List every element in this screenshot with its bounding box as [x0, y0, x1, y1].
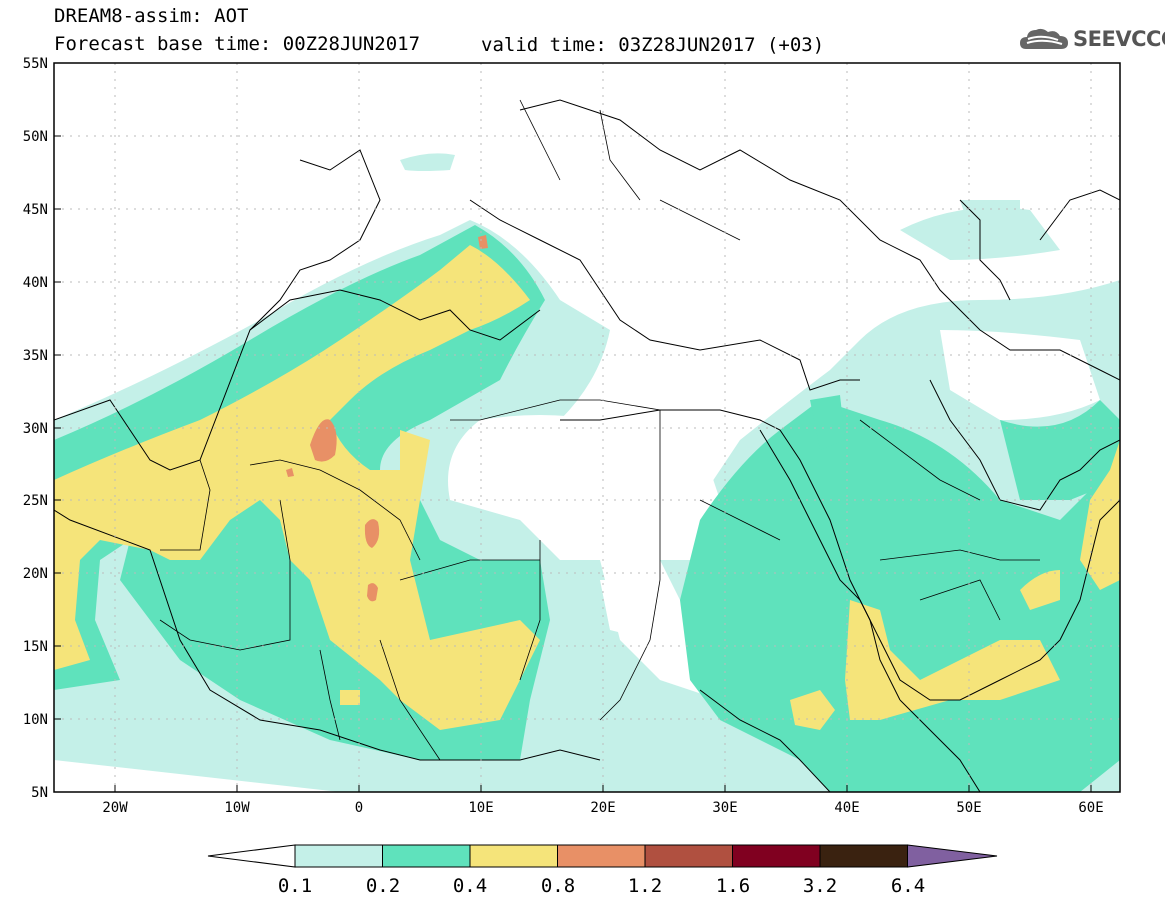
- colorbar-box: [644, 844, 733, 868]
- colorbar-box: [819, 844, 908, 868]
- colorbar-label: 3.2: [803, 875, 837, 897]
- lon-label: 40E: [834, 800, 859, 816]
- lat-label: 40N: [23, 275, 48, 291]
- colorbar-labels: 0.1 0.2 0.4 0.8 1.2 1.6 3.2 6.4: [278, 875, 925, 897]
- chart-title: DREAM8-assim: AOT: [54, 5, 249, 27]
- colorbar-label: 0.8: [541, 875, 575, 897]
- lon-label: 0: [355, 800, 363, 816]
- seevccc-logo: SEEVCCC: [1018, 25, 1165, 53]
- colorbar-box: [557, 844, 646, 868]
- axis-ticks: [54, 62, 1092, 793]
- lon-label: 50E: [956, 800, 981, 816]
- lat-label: 5N: [31, 785, 48, 801]
- colorbar-box: [469, 844, 558, 868]
- colorbar-upper-extension: [907, 844, 998, 868]
- lat-label: 45N: [23, 202, 48, 218]
- lat-label: 15N: [23, 639, 48, 655]
- colorbar-label: 0.1: [278, 875, 312, 897]
- lat-label: 20N: [23, 566, 48, 582]
- colorbar-label: 0.4: [453, 875, 487, 897]
- forecast-base-time: Forecast base time: 00Z28JUN2017: [54, 33, 421, 55]
- valid-time: valid time: 03Z28JUN2017 (+03): [481, 34, 825, 56]
- grid-lines: [54, 63, 1120, 792]
- latitude-labels: 55N 50N 45N 40N 35N 30N 25N 20N 15N 10N …: [23, 56, 48, 801]
- lon-label: 60E: [1078, 800, 1103, 816]
- colorbar-label: 0.2: [366, 875, 400, 897]
- lon-label: 20W: [102, 800, 128, 816]
- lon-label: 10W: [224, 800, 250, 816]
- colorbar-box: [732, 844, 821, 868]
- colorbar-boxes: [207, 844, 998, 868]
- aot-level-0.4: [54, 245, 1120, 730]
- aot-level-0.8: [286, 235, 488, 602]
- lat-label: 35N: [23, 348, 48, 364]
- colorbar-box: [294, 844, 383, 868]
- colorbar-lower-extension: [207, 844, 296, 868]
- cloud-icon: [1020, 28, 1068, 49]
- lat-label: 10N: [23, 712, 48, 728]
- lat-label: 25N: [23, 493, 48, 509]
- lon-label: 30E: [712, 800, 737, 816]
- colorbar-label: 1.6: [716, 875, 750, 897]
- colorbar-label: 1.2: [628, 875, 662, 897]
- lon-label: 20E: [590, 800, 615, 816]
- logo-text: SEEVCCC: [1073, 27, 1165, 51]
- lat-label: 50N: [23, 129, 48, 145]
- colorbar-label: 6.4: [891, 875, 925, 897]
- longitude-labels: 20W 10W 0 10E 20E 30E 40E 50E 60E: [102, 800, 1103, 816]
- lat-label: 55N: [23, 56, 48, 72]
- lat-label: 30N: [23, 421, 48, 437]
- coastlines: [54, 99, 1120, 792]
- lon-label: 10E: [468, 800, 493, 816]
- aot-field: [54, 63, 1120, 792]
- colorbar-box: [382, 844, 471, 868]
